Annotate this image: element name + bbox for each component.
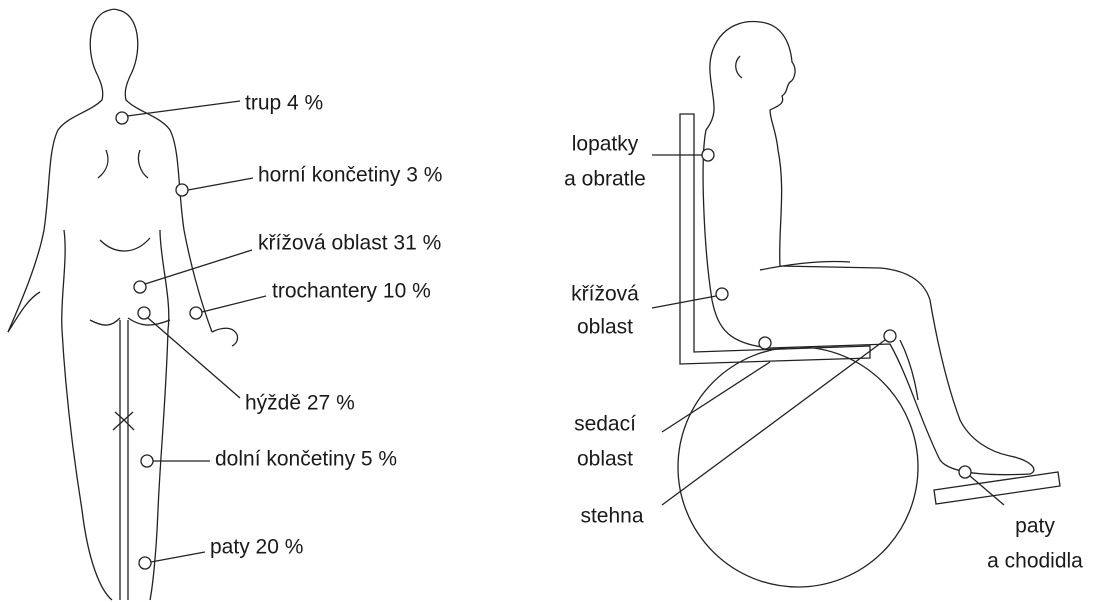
label: a chodidla (987, 550, 1083, 573)
label: lopatky (572, 133, 639, 156)
label: paty 20 % (210, 536, 303, 559)
label: křížová (571, 283, 639, 306)
label: dolní končetiny 5 % (215, 448, 397, 471)
labels-left: trup 4 % horní končetiny 3 % křížová obl… (210, 92, 442, 559)
label: trup 4 % (245, 92, 323, 115)
label: oblast (577, 448, 633, 471)
label: křížová oblast 31 % (258, 232, 441, 255)
labels-right: lopatky a obratle křížová oblast sedací … (564, 133, 1083, 573)
label: sedací (574, 413, 636, 436)
callouts-left (116, 101, 266, 569)
label: paty (1015, 515, 1055, 538)
label: hýždě 27 % (245, 392, 355, 415)
label: a obratle (564, 168, 646, 191)
label: stehna (580, 505, 643, 528)
body-back (8, 9, 238, 600)
person-seated (703, 22, 1034, 475)
diagram: trup 4 % horní končetiny 3 % křížová obl… (0, 0, 1100, 602)
label: trochantery 10 % (272, 280, 431, 303)
label: oblast (577, 316, 633, 339)
label: horní končetiny 3 % (258, 164, 442, 187)
